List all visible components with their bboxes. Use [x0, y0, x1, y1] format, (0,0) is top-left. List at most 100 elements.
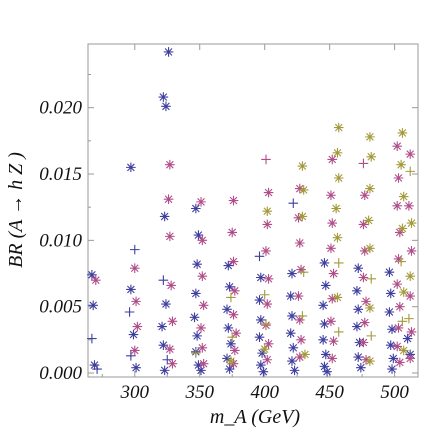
data-point-asterisk [165, 344, 175, 354]
data-point-plus [87, 333, 97, 344]
x-tick-label: 300 [120, 382, 150, 403]
data-point-asterisk [90, 275, 101, 285]
tick-labels: 300 350 400 450 500 0.000 0.005 0.010 0.015 0.020 [39, 98, 409, 403]
data-point-asterisk [320, 280, 331, 291]
data-point-asterisk [230, 345, 240, 356]
data-point-asterisk [228, 195, 239, 206]
data-point-asterisk [320, 349, 331, 360]
data-point-asterisk [361, 296, 371, 307]
data-point-asterisk [406, 246, 417, 256]
data-point-asterisk [257, 348, 267, 358]
data-point-asterisk [158, 92, 169, 102]
data-point-asterisk [228, 309, 239, 320]
data-point-asterisk [366, 151, 377, 162]
data-point-asterisk [326, 190, 336, 201]
data-point-asterisk [198, 358, 209, 369]
data-point-asterisk [197, 343, 208, 353]
data-point-asterisk [393, 173, 404, 183]
data-point-asterisk [263, 339, 274, 349]
data-point-plus [366, 274, 377, 284]
data-point-asterisk [222, 304, 232, 315]
data-point-asterisk [167, 316, 178, 327]
data-point-asterisk [287, 311, 297, 321]
data-point-asterisk [262, 206, 273, 216]
data-point-asterisk [332, 232, 343, 243]
data-point-asterisk [129, 263, 140, 274]
data-point-asterisk [255, 315, 266, 325]
data-point-plus [254, 251, 265, 262]
data-point-asterisk [161, 299, 171, 309]
x-tick-label: 400 [250, 382, 279, 403]
x-tick-label: 500 [380, 382, 409, 403]
data-point-asterisk [296, 335, 306, 345]
data-point-asterisk [263, 274, 274, 284]
data-point-asterisk [319, 319, 330, 329]
data-point-asterisk [365, 303, 375, 313]
data-point-asterisk [405, 149, 416, 159]
data-point-plus [226, 292, 236, 303]
data-point-asterisk [300, 349, 310, 360]
data-point-asterisk [358, 219, 369, 230]
data-point-asterisk [297, 211, 308, 222]
data-point-asterisk [328, 336, 339, 346]
data-point-asterisk [258, 366, 269, 377]
data-point-asterisk [197, 271, 208, 281]
data-point-asterisk [262, 299, 273, 309]
data-point-plus [358, 158, 369, 169]
data-point-asterisk [352, 321, 362, 332]
data-point-asterisk [262, 354, 273, 365]
data-point-plus [92, 364, 102, 374]
data-point-asterisk [224, 364, 235, 374]
data-point-asterisk [405, 353, 416, 364]
data-point-asterisk [294, 183, 305, 194]
data-point-asterisk [387, 324, 397, 335]
x-axis-label: m_A (GeV) [210, 406, 300, 428]
data-point-asterisk [326, 243, 336, 254]
data-point-asterisk [405, 271, 416, 281]
data-point-asterisk [327, 353, 338, 364]
data-point-plus [261, 154, 271, 165]
y-tick-label: 0.005 [39, 297, 82, 318]
data-point-asterisk [167, 358, 178, 369]
data-point-asterisk [363, 215, 374, 226]
data-point-plus [288, 198, 299, 209]
data-point-asterisk [388, 353, 399, 364]
data-point-asterisk [327, 293, 338, 304]
data-point-asterisk [197, 235, 208, 246]
data-point-asterisk [88, 300, 98, 311]
data-point-asterisk [196, 365, 206, 376]
data-point-asterisk [392, 201, 403, 211]
data-point-asterisk [333, 173, 344, 183]
data-point-asterisk [365, 183, 375, 194]
data-point-asterisk [263, 187, 274, 198]
data-point-asterisk [158, 340, 169, 350]
data-point-asterisk [87, 270, 97, 280]
data-point-asterisk [159, 365, 170, 376]
data-point-asterisk [198, 300, 209, 311]
data-point-asterisk [289, 365, 300, 376]
data-point-asterisk [230, 285, 240, 296]
data-point-asterisk [392, 141, 403, 151]
data-point-asterisk [163, 194, 174, 205]
data-point-asterisk [254, 295, 265, 305]
data-point-asterisk [262, 219, 273, 230]
data-point-asterisk [331, 203, 341, 214]
data-point-asterisk [288, 343, 299, 353]
data-point-asterisk [193, 230, 204, 240]
y-axis-label: BR (A → h Z ) [5, 152, 27, 268]
data-point-asterisk [397, 128, 408, 138]
data-point-asterisk [285, 291, 296, 301]
data-point-asterisk [398, 287, 409, 297]
data-point-asterisk [404, 201, 414, 211]
data-point-plus [259, 289, 270, 300]
data-point-asterisk [222, 353, 232, 364]
data-point-asterisk [196, 197, 206, 207]
data-point-asterisk [326, 316, 336, 327]
data-point-asterisk [319, 361, 330, 372]
data-point-asterisk [365, 356, 375, 366]
data-point-asterisk [128, 329, 139, 340]
data-point-plus [191, 348, 201, 358]
data-point-asterisk [226, 339, 236, 349]
data-point-asterisk [226, 356, 236, 366]
data-point-asterisk [359, 246, 370, 256]
